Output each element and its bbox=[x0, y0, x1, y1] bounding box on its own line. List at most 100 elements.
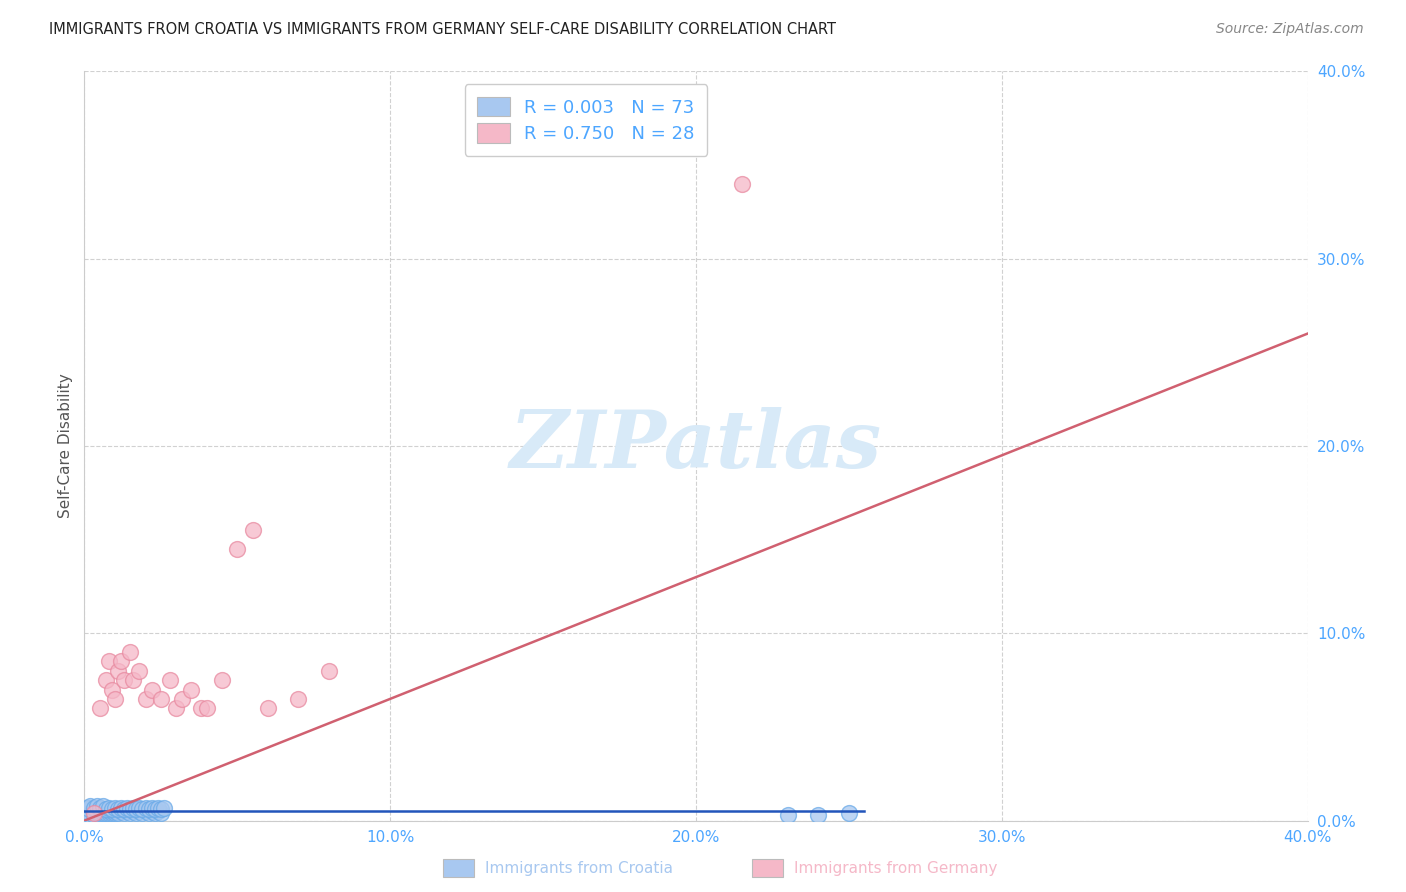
Point bbox=[83, 808, 105, 822]
Point bbox=[89, 802, 111, 816]
Point bbox=[190, 701, 212, 715]
Point bbox=[838, 806, 860, 821]
Point bbox=[104, 806, 127, 821]
Point bbox=[807, 808, 830, 822]
Point bbox=[165, 701, 187, 715]
Point bbox=[122, 673, 145, 688]
Point bbox=[128, 805, 150, 819]
Point bbox=[91, 802, 114, 816]
Point bbox=[101, 682, 124, 697]
Point bbox=[211, 673, 233, 688]
Point bbox=[89, 808, 111, 822]
Point bbox=[79, 806, 101, 821]
Point bbox=[149, 806, 172, 821]
Point bbox=[104, 692, 127, 706]
Point bbox=[83, 805, 105, 819]
Text: Immigrants from Croatia: Immigrants from Croatia bbox=[485, 862, 673, 876]
Point bbox=[83, 806, 105, 821]
Point bbox=[86, 802, 108, 816]
Point bbox=[94, 802, 117, 816]
Point bbox=[104, 800, 127, 814]
Text: Immigrants from Germany: Immigrants from Germany bbox=[794, 862, 998, 876]
Point bbox=[94, 673, 117, 688]
Point bbox=[101, 806, 124, 821]
Point bbox=[120, 802, 142, 816]
Point bbox=[83, 800, 105, 814]
Point bbox=[97, 802, 120, 816]
Point bbox=[135, 805, 157, 819]
Point bbox=[91, 798, 114, 813]
Point bbox=[79, 808, 101, 822]
Text: ZIPatlas: ZIPatlas bbox=[510, 408, 882, 484]
Point bbox=[89, 806, 111, 821]
Point bbox=[135, 692, 157, 706]
Point bbox=[86, 798, 108, 813]
Point bbox=[776, 808, 799, 822]
Point bbox=[149, 692, 172, 706]
Point bbox=[149, 802, 172, 816]
Point bbox=[97, 800, 120, 814]
Point bbox=[91, 805, 114, 819]
Point bbox=[76, 805, 98, 819]
Point bbox=[122, 800, 145, 814]
Point bbox=[141, 805, 163, 819]
Point bbox=[141, 800, 163, 814]
Legend: R = 0.003   N = 73, R = 0.750   N = 28: R = 0.003 N = 73, R = 0.750 N = 28 bbox=[464, 84, 707, 155]
Point bbox=[226, 542, 249, 557]
Point bbox=[107, 806, 129, 821]
Point bbox=[138, 802, 160, 816]
Point bbox=[120, 645, 142, 659]
Point bbox=[112, 806, 135, 821]
Point bbox=[143, 806, 166, 821]
Point bbox=[101, 802, 124, 816]
Point bbox=[122, 805, 145, 819]
Point bbox=[180, 682, 202, 697]
Point bbox=[131, 806, 153, 821]
Point bbox=[112, 802, 135, 816]
Point bbox=[79, 800, 101, 814]
Point bbox=[110, 805, 132, 819]
Point bbox=[83, 802, 105, 816]
Point bbox=[131, 802, 153, 816]
Point bbox=[76, 800, 98, 814]
Y-axis label: Self-Care Disability: Self-Care Disability bbox=[58, 374, 73, 518]
Point bbox=[159, 673, 181, 688]
Point bbox=[97, 655, 120, 669]
Point bbox=[242, 524, 264, 538]
Point bbox=[79, 798, 101, 813]
Point bbox=[104, 805, 127, 819]
Point bbox=[141, 682, 163, 697]
Point bbox=[146, 800, 169, 814]
Point bbox=[97, 806, 120, 821]
Point bbox=[138, 806, 160, 821]
Point bbox=[115, 805, 138, 819]
Point bbox=[101, 805, 124, 819]
Point bbox=[107, 802, 129, 816]
Point bbox=[128, 800, 150, 814]
Point bbox=[91, 806, 114, 821]
Point bbox=[135, 800, 157, 814]
Point bbox=[110, 800, 132, 814]
Point bbox=[79, 802, 101, 816]
Point bbox=[83, 806, 105, 821]
Point bbox=[731, 177, 754, 191]
Point bbox=[110, 655, 132, 669]
Point bbox=[112, 673, 135, 688]
Point bbox=[153, 800, 176, 814]
Text: Source: ZipAtlas.com: Source: ZipAtlas.com bbox=[1216, 22, 1364, 37]
Text: IMMIGRANTS FROM CROATIA VS IMMIGRANTS FROM GERMANY SELF-CARE DISABILITY CORRELAT: IMMIGRANTS FROM CROATIA VS IMMIGRANTS FR… bbox=[49, 22, 837, 37]
Point bbox=[76, 808, 98, 822]
Point bbox=[94, 805, 117, 819]
Point bbox=[146, 805, 169, 819]
Point bbox=[128, 664, 150, 678]
Point bbox=[318, 664, 340, 678]
Point bbox=[143, 802, 166, 816]
Point bbox=[107, 664, 129, 678]
Point bbox=[195, 701, 218, 715]
Point bbox=[115, 800, 138, 814]
Point bbox=[89, 805, 111, 819]
Point bbox=[287, 692, 309, 706]
Point bbox=[89, 800, 111, 814]
Point bbox=[120, 806, 142, 821]
Point bbox=[86, 806, 108, 821]
